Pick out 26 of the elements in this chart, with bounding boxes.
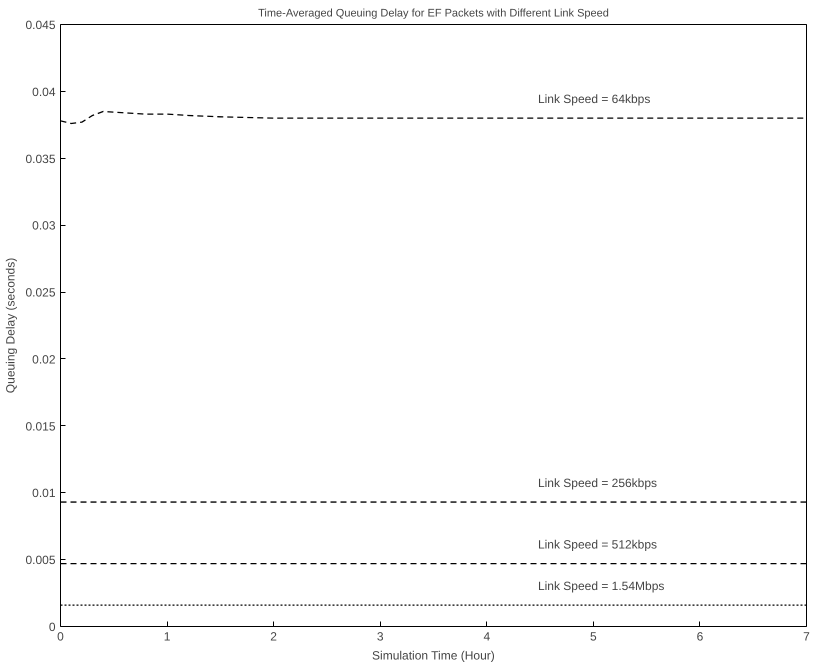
y-tick-label: 0.035: [25, 152, 56, 166]
y-axis-title: Queuing Delay (seconds): [3, 258, 18, 394]
x-tick-label: 0: [57, 630, 64, 644]
x-tick-label: 1: [164, 630, 171, 644]
line-series: [60, 110, 806, 124]
y-tick-label: 0.04: [32, 84, 56, 99]
y-tick-label: 0.03: [32, 218, 56, 233]
x-tick-label: 2: [270, 630, 278, 644]
y-tick-label: 0.02: [32, 352, 56, 366]
x-tick-label: 7: [803, 630, 810, 644]
y-tick-label: 0.015: [25, 419, 56, 434]
chart-title: Time-Averaged Queuing Delay for EF Packets with Different Link Speed: [258, 8, 609, 20]
x-tick-label: 6: [696, 630, 704, 644]
y-tick-label: 0: [48, 620, 56, 634]
y-tick-label: 0.01: [32, 486, 56, 500]
y-tick-label: 0.045: [25, 18, 56, 32]
y-tick-label: 0.025: [25, 286, 56, 300]
x-tick-label: 3: [376, 630, 384, 644]
x-axis-title: Simulation Time (Hour): [372, 648, 495, 662]
series-label: Link Speed = 1.54Mbps: [538, 579, 664, 594]
x-tick-label: 4: [483, 630, 490, 644]
y-tick-label: 0.005: [25, 553, 56, 568]
series-label: Link Speed = 256kbps: [538, 476, 658, 490]
series-label: Link Speed = 512kbps: [538, 538, 658, 552]
series-label: Link Speed = 64kbps: [538, 92, 650, 106]
x-tick-label: 5: [590, 630, 598, 644]
